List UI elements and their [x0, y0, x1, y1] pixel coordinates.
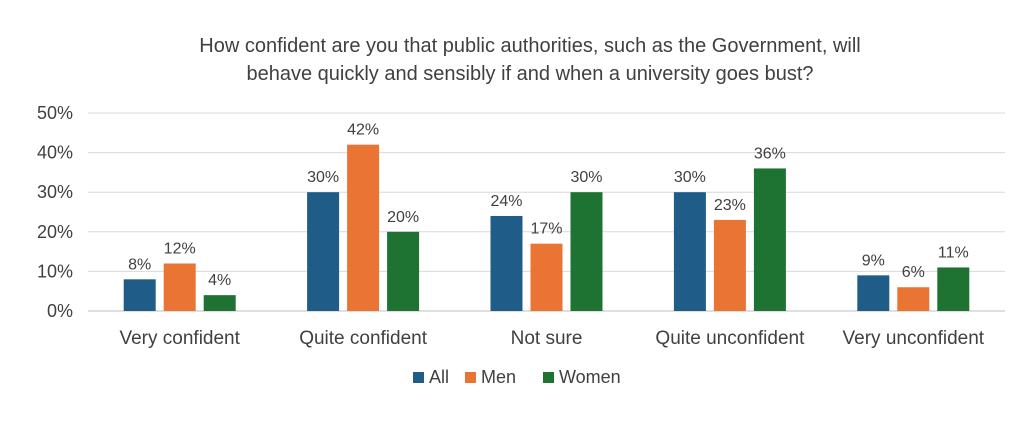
category-label: Very confident — [119, 328, 240, 349]
y-axis-ticks: 0% 10% 20% 30% 40% 50% — [37, 103, 73, 321]
category-label: Very unconfident — [843, 328, 985, 349]
bar-men-1 — [347, 144, 380, 311]
x-axis-categories: Very confident Quite confident Not sure Qui… — [119, 328, 984, 349]
y-tick-label: 30% — [37, 182, 73, 202]
bar-women-3 — [753, 168, 786, 311]
data-label: 20% — [387, 209, 419, 226]
legend-swatch-men — [465, 372, 476, 383]
bar-women-2 — [570, 192, 603, 311]
y-tick-label: 20% — [37, 222, 73, 242]
data-label: 4% — [208, 272, 231, 289]
data-label: 8% — [128, 256, 151, 273]
category-label: Quite unconfident — [655, 328, 805, 349]
data-label: 42% — [347, 122, 379, 139]
data-label: 30% — [570, 169, 602, 186]
legend-label-all: All — [429, 367, 449, 387]
data-label: 23% — [714, 197, 746, 214]
bars — [123, 144, 970, 311]
y-tick-label: 0% — [47, 301, 73, 321]
chart-title-line-2: behave quickly and sensibly if and when … — [246, 63, 813, 85]
data-label: 24% — [490, 193, 522, 210]
data-label: 11% — [938, 244, 969, 261]
bar-men-3 — [713, 219, 746, 311]
legend: All Men Women — [413, 367, 621, 387]
gridlines — [88, 112, 1005, 312]
data-label: 17% — [530, 221, 562, 238]
bar-all-2 — [490, 215, 523, 311]
data-labels: 8% 12% 4% 30% 42% 20% 24% 17% 30% 30% 23% 36% 9% 6% 11… — [128, 122, 969, 289]
data-label: 36% — [754, 145, 786, 162]
bar-women-1 — [387, 231, 420, 311]
legend-swatch-all — [413, 372, 424, 383]
bar-men-4 — [897, 287, 930, 311]
bar-all-3 — [673, 192, 706, 311]
category-label: Not sure — [511, 328, 583, 349]
y-tick-label: 10% — [37, 261, 73, 281]
data-label: 12% — [164, 240, 196, 257]
legend-label-men: Men — [481, 367, 516, 387]
bar-men-0 — [163, 263, 196, 311]
bar-all-1 — [307, 192, 340, 311]
legend-label-women: Women — [559, 367, 621, 387]
chart-title-line-1: How confident are you that public author… — [199, 35, 860, 57]
data-label: 30% — [307, 169, 339, 186]
bar-women-4 — [937, 267, 970, 311]
data-label: 6% — [902, 264, 925, 281]
y-tick-label: 50% — [37, 103, 73, 123]
y-tick-label: 40% — [37, 143, 73, 163]
bar-women-0 — [203, 295, 236, 311]
data-label: 9% — [862, 252, 885, 269]
category-label: Quite confident — [299, 328, 428, 349]
legend-swatch-women — [543, 372, 554, 383]
bar-men-2 — [530, 243, 563, 311]
bar-all-4 — [857, 275, 890, 311]
bar-all-0 — [123, 279, 156, 311]
data-label: 30% — [674, 169, 706, 186]
